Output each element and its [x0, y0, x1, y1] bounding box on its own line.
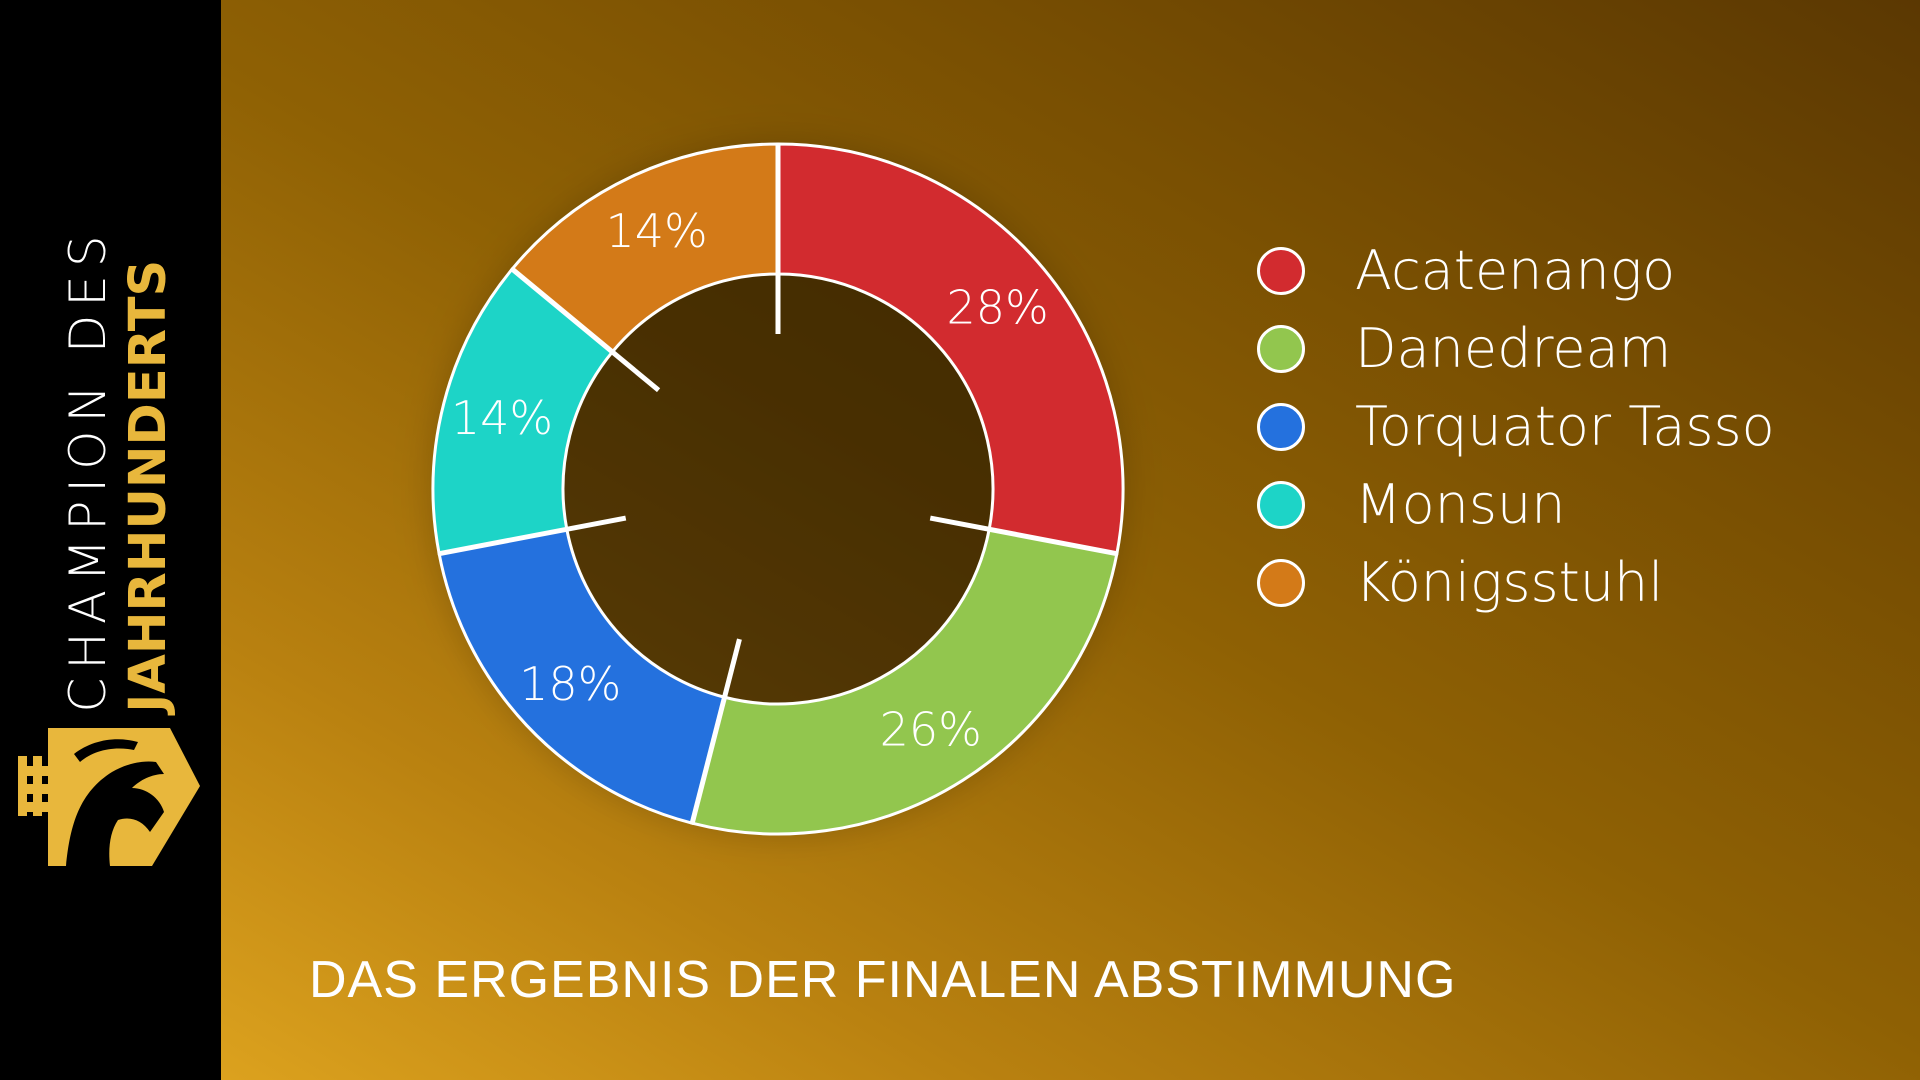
slice-value-label-danedream: 26%	[880, 703, 982, 757]
slice-value-label-torquator-tasso: 18%	[519, 657, 621, 711]
legend-label: Monsun	[1355, 472, 1565, 538]
slice-value-label-monsun: 14%	[451, 391, 553, 445]
slice-value-label-acatenango: 28%	[946, 280, 1048, 334]
legend-swatch-danedream	[1257, 325, 1305, 373]
legend-label: Königsstuhl	[1355, 550, 1663, 616]
legend-swatch-monsun	[1257, 481, 1305, 529]
slice-value-label-ko-nigsstuhl: 14%	[606, 204, 708, 258]
legend-swatch-torquator-tasso	[1257, 403, 1305, 451]
legend-label: Danedream	[1355, 316, 1671, 382]
legend-label: Torquator Tasso	[1355, 394, 1775, 460]
legend-swatch-acatenango	[1257, 247, 1305, 295]
chart-caption: DAS ERGEBNIS DER FINALEN ABSTIMMUNG	[309, 950, 1456, 1010]
donut-hole	[565, 276, 991, 702]
legend-swatch-koenigsstuhl	[1257, 559, 1305, 607]
legend-label: Acatenango	[1355, 238, 1675, 304]
